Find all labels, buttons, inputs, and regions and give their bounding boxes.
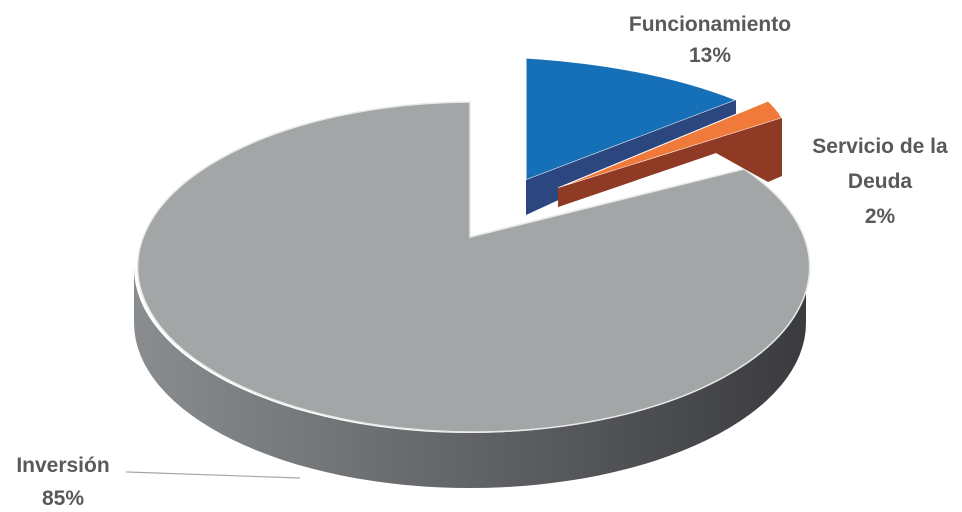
slice-inversion-top: [137, 101, 811, 433]
slice-inversion: [134, 101, 811, 488]
label-funcionamiento-line-0: Funcionamiento: [629, 13, 791, 36]
label-funcionamiento-line-1: 13%: [689, 44, 731, 67]
label-inversion-line-1: 85%: [42, 487, 84, 510]
label-servicio-deuda-line-1: Deuda: [848, 170, 913, 193]
label-servicio-deuda-line-2: 2%: [865, 205, 896, 228]
label-inversion: Inversión 85%: [16, 454, 109, 510]
slice-servicio-deuda-top: [557, 100, 783, 189]
label-funcionamiento: Funcionamiento 13%: [629, 13, 791, 67]
label-servicio-deuda: Servicio de la Deuda 2%: [812, 135, 948, 228]
leader-line-inversion: [125, 471, 301, 479]
label-inversion-line-0: Inversión: [16, 454, 109, 477]
slice-inversion-wall: [134, 268, 806, 488]
slice-servicio-deuda: [557, 100, 783, 207]
slice-funcionamiento-top: [525, 57, 738, 181]
label-servicio-deuda-line-0: Servicio de la: [812, 135, 948, 158]
